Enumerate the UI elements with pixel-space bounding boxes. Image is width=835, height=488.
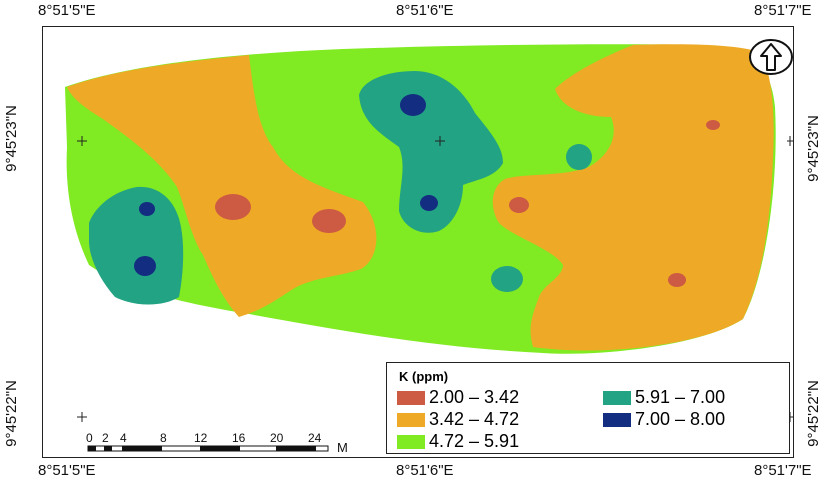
- scale-tick-2: 2: [102, 431, 109, 445]
- legend-label: 3.42 – 4.72: [429, 409, 520, 429]
- zone-5-91-7-00-north: [359, 71, 503, 233]
- map-frame: [42, 26, 794, 458]
- legend-item: 7.00 – 8.00: [603, 409, 725, 430]
- legend-swatch: [397, 390, 425, 405]
- scale-bar: 0 2 4 8 12 16 20 24 M: [80, 430, 380, 460]
- zone-2-00-3-42-4: [706, 120, 720, 130]
- zone-7-00-8-00-1: [400, 94, 426, 116]
- legend-label: 5.91 – 7.00: [635, 387, 726, 407]
- zone-7-00-8-00-2: [420, 195, 438, 211]
- coord-bottom-left: 8°51'5"E: [38, 462, 96, 479]
- scale-tick-16: 16: [232, 431, 246, 445]
- legend-title: K (ppm): [399, 369, 449, 384]
- graticule-crosses: [77, 136, 793, 422]
- legend-label: 7.00 – 8.00: [635, 409, 726, 429]
- zone-7-00-8-00-4: [134, 256, 156, 276]
- zone-7-00-8-00-3: [139, 202, 155, 216]
- scale-tick-4: 4: [120, 431, 127, 445]
- coord-top-center: 8°51'6"E: [396, 2, 454, 19]
- legend-label: 2.00 – 3.42: [429, 387, 520, 407]
- coord-right-upper: 9°45'23"N: [804, 115, 822, 182]
- coord-top-left: 8°51'5"E: [38, 2, 96, 19]
- scale-tick-0: 0: [86, 431, 93, 445]
- zone-2-00-3-42-3: [509, 197, 529, 213]
- legend-label: 4.72 – 5.91: [429, 431, 520, 451]
- map-legend: K (ppm) 2.00 – 3.42 3.42 – 4.72 4.72 – 5…: [386, 362, 790, 454]
- coord-right-lower: 9°45'22"N: [804, 380, 822, 447]
- scale-tick-8: 8: [160, 431, 167, 445]
- legend-swatch: [397, 412, 425, 427]
- scale-tick-24: 24: [308, 431, 322, 445]
- legend-item: 5.91 – 7.00: [603, 387, 725, 408]
- legend-item: 4.72 – 5.91: [397, 431, 519, 452]
- zone-2-00-3-42-5: [668, 273, 686, 287]
- zone-3-42-4-72-east: [492, 44, 774, 351]
- zone-3-42-4-72-center: [67, 55, 377, 317]
- potassium-map: [65, 44, 793, 422]
- zone-5-91-7-00-small-2: [491, 266, 523, 292]
- legend-item: 2.00 – 3.42: [397, 387, 519, 408]
- scale-tick-12: 12: [194, 431, 208, 445]
- legend-swatch: [603, 390, 631, 405]
- legend-swatch: [603, 412, 631, 427]
- zone-2-00-3-42-2: [312, 209, 346, 233]
- coord-left-upper: 9°45'23"N: [2, 105, 20, 172]
- coord-bottom-center: 8°51'6"E: [396, 462, 454, 479]
- north-arrow-icon: [748, 38, 794, 78]
- legend-swatch: [397, 434, 425, 449]
- coord-bottom-right: 8°51'7"E: [754, 462, 812, 479]
- zone-5-91-7-00-west: [89, 186, 184, 305]
- zone-5-91-7-00-small-1: [566, 144, 592, 170]
- scale-unit: M: [337, 440, 348, 455]
- coord-left-lower: 9°45'22"N: [2, 380, 20, 447]
- zone-2-00-3-42-1: [215, 194, 251, 220]
- coord-top-right: 8°51'7"E: [754, 2, 812, 19]
- scale-tick-20: 20: [270, 431, 284, 445]
- legend-item: 3.42 – 4.72: [397, 409, 519, 430]
